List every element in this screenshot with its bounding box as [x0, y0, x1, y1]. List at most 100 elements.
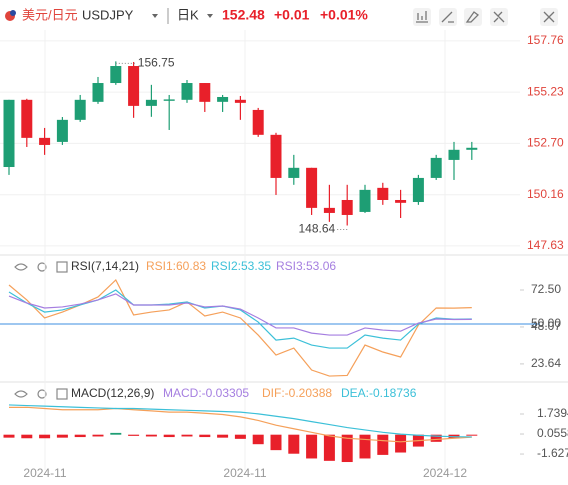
candle-body: [56, 119, 68, 142]
candle-body: [21, 99, 33, 138]
macd-bar: [377, 434, 389, 455]
macd-bar: [39, 434, 51, 439]
rsi-line: [8, 279, 472, 377]
legend-entry: RSI2:53.35: [211, 259, 271, 273]
macd-bar: [466, 434, 478, 436]
macd-bar: [74, 434, 86, 438]
y-tick-label: -1.62783: [537, 446, 568, 460]
candle-body: [395, 199, 407, 203]
tool-button[interactable]: [464, 8, 482, 26]
x-axis-label: 2024-11: [223, 466, 266, 480]
macd-bar: [323, 434, 335, 461]
flag-icon-part: [10, 10, 16, 16]
legend-entry: MACD:-0.03305: [163, 386, 249, 400]
tool-button[interactable]: [439, 8, 457, 26]
symbol[interactable]: USDJPY: [82, 7, 134, 22]
candle-body: [163, 99, 175, 101]
annotation: 156.75: [138, 56, 175, 70]
legend-entry: RSI3:53.06: [276, 259, 336, 273]
indicator-title: RSI(7,14,21): [71, 259, 139, 273]
y-tick-label: 1.73945: [537, 406, 568, 420]
rsi-line: [8, 289, 472, 349]
dropdown-arrow[interactable]: [207, 14, 213, 18]
tool-icon: [416, 11, 428, 23]
eye-icon[interactable]: [14, 263, 28, 271]
gear-icon[interactable]: [37, 389, 47, 399]
macd-bar: [341, 434, 353, 463]
candle-body: [217, 96, 229, 102]
macd-bar: [21, 434, 33, 439]
macd-bar: [56, 434, 68, 438]
toggle-icon[interactable]: [56, 388, 68, 400]
candle-body: [145, 99, 157, 106]
last-price: 152.48: [222, 7, 265, 23]
close-icon: [543, 11, 555, 23]
x-axis-label: 2024-12: [423, 466, 467, 480]
candle-body: [270, 134, 282, 178]
rsi-line: [8, 293, 472, 336]
macd-bar: [430, 434, 442, 442]
y-tick-label: 48.07: [531, 319, 561, 333]
y-tick-label: 50.00: [531, 316, 561, 330]
macd-bar: [217, 434, 229, 438]
y-tick-label: 155.23: [527, 84, 564, 98]
toggle-icon[interactable]: [56, 261, 68, 273]
y-tick-label: 157.76: [527, 33, 564, 47]
y-tick-label: 0.05581: [537, 426, 568, 440]
macd-line: [8, 404, 472, 438]
macd-bar: [395, 434, 407, 453]
candle-body: [252, 109, 264, 135]
candle-body: [128, 66, 140, 106]
macd-bar: [270, 434, 282, 451]
indicator-title: MACD(12,26,9): [71, 386, 154, 400]
macd-bar: [234, 434, 246, 439]
candle-body: [110, 66, 122, 84]
candle-body: [448, 149, 460, 160]
candle-body: [359, 189, 371, 212]
candle-body: [341, 199, 353, 215]
period[interactable]: 日K: [177, 7, 199, 22]
y-tick-label: 150.16: [527, 187, 564, 201]
change-pct: +0.01%: [320, 7, 368, 23]
macd-bar: [128, 434, 140, 436]
legend-entry: RSI1:60.83: [146, 259, 206, 273]
candle-body: [74, 99, 86, 120]
candle-body: [199, 83, 211, 102]
macd-bar: [3, 434, 15, 438]
candle-body: [466, 147, 478, 150]
y-tick-label: 147.63: [527, 238, 564, 252]
candle-body: [92, 83, 104, 102]
macd-bar: [110, 432, 122, 435]
annotation: 148.64: [298, 222, 335, 236]
macd-bar: [145, 434, 157, 437]
gear-icon[interactable]: [37, 262, 47, 272]
macd-bar: [288, 434, 300, 454]
candle-body: [306, 167, 318, 208]
candle-body: [412, 177, 424, 203]
macd-bar: [181, 434, 193, 437]
pair-name: 美元/日元: [22, 7, 78, 22]
candle-body: [39, 137, 51, 145]
macd-line: [9, 406, 472, 443]
macd-bar: [199, 434, 211, 438]
dropdown-arrow[interactable]: [152, 14, 158, 18]
legend-entry: DIF:-0.20388: [262, 386, 332, 400]
y-tick-label: 152.70: [527, 135, 564, 149]
eye-icon[interactable]: [14, 390, 28, 398]
y-tick-label: 23.64: [531, 356, 561, 370]
tool-icon: [441, 11, 454, 23]
candle-body: [234, 99, 246, 103]
change: +0.01: [274, 7, 310, 23]
macd-bar: [163, 434, 175, 438]
macd-bar: [92, 434, 104, 437]
candle-body: [181, 83, 193, 100]
candle-body: [430, 157, 442, 178]
tool-icon: [465, 11, 479, 23]
macd-bar: [306, 434, 318, 459]
tool-icon: [493, 11, 505, 23]
macd-bar: [359, 434, 371, 459]
legend-entry: DEA:-0.18736: [341, 386, 417, 400]
candle-body: [377, 187, 389, 200]
macd-bar: [252, 434, 264, 445]
